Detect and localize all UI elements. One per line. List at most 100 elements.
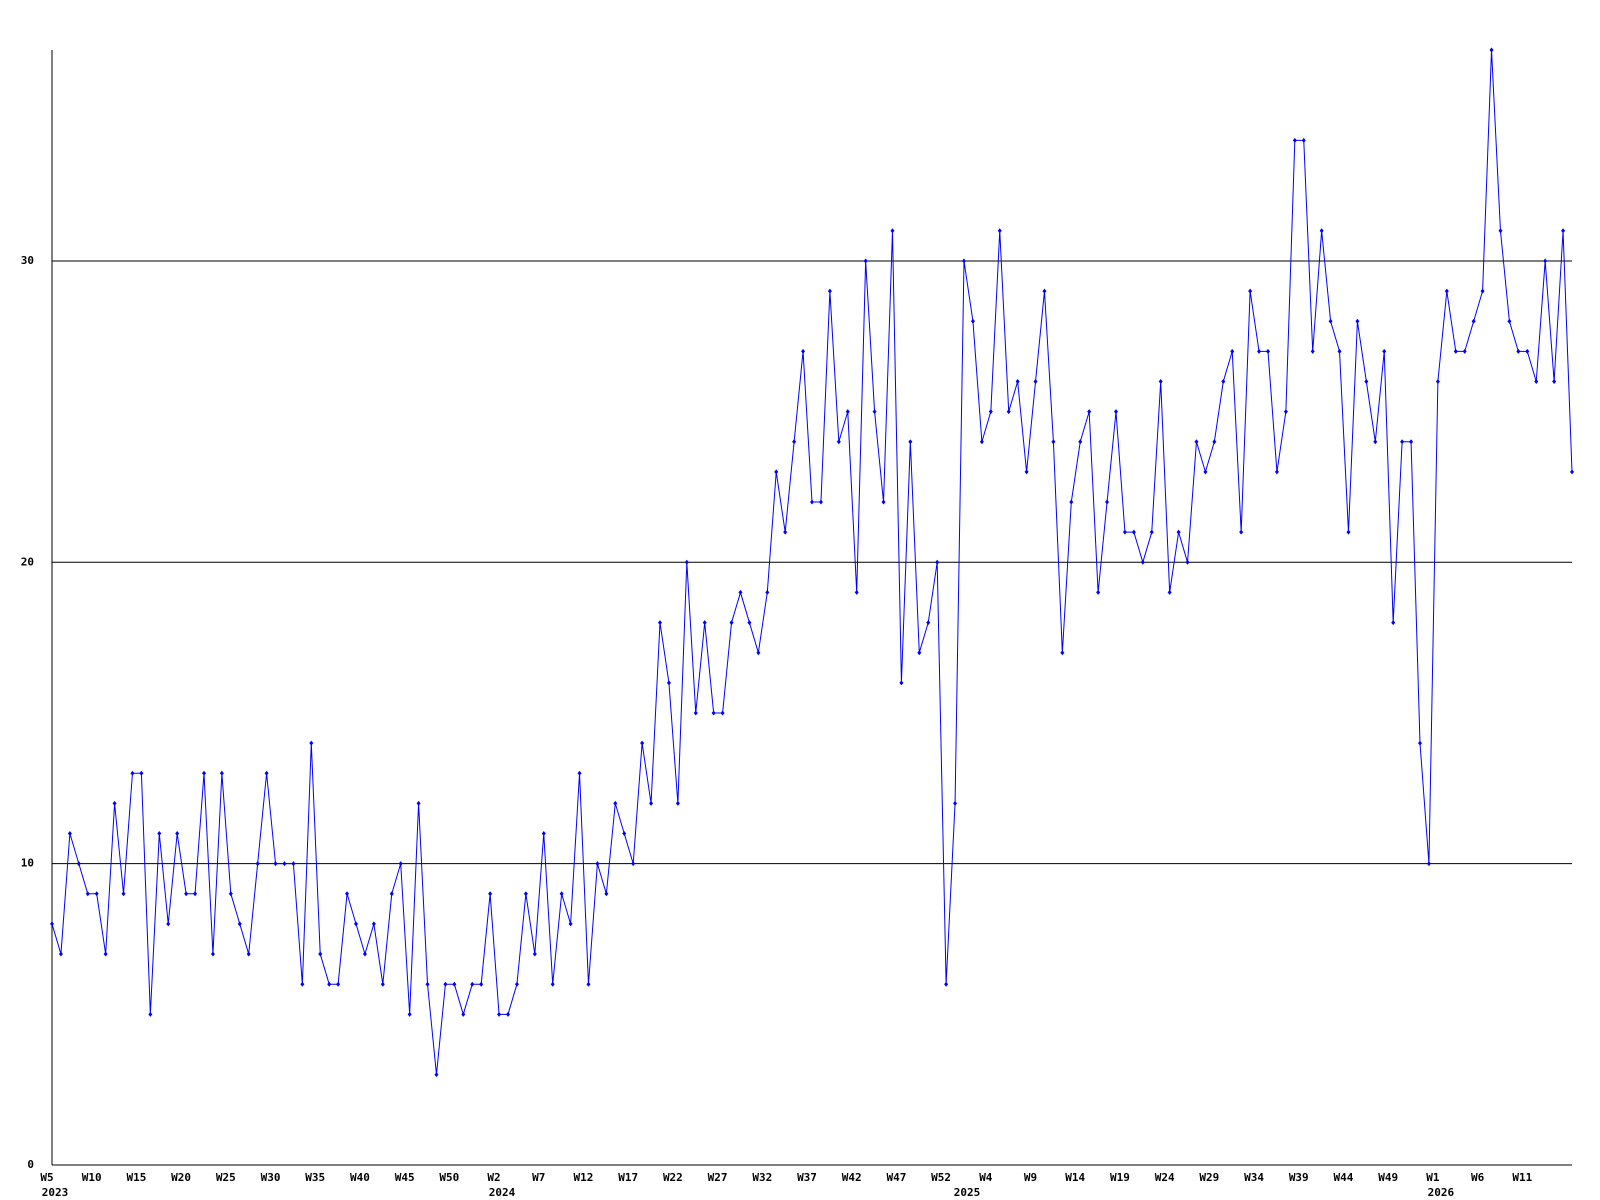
data-point [586,981,591,987]
y-tick-label: 20 [21,555,34,568]
data-point [514,981,519,987]
data-point [407,1011,412,1017]
data-point [595,861,600,867]
data-point [1346,529,1351,535]
y-tick-label: 30 [21,254,34,267]
data-point [792,439,797,445]
data-point [649,800,654,806]
data-point [130,770,135,776]
data-point [488,891,493,897]
x-tick-label: W20 [171,1171,191,1184]
data-point [1131,529,1136,535]
data-point [666,680,671,686]
x-tick-label: W27 [708,1171,728,1184]
data-point [470,981,475,987]
data-point [854,589,859,595]
data-point [568,921,573,927]
data-point [157,831,162,837]
x-tick-label: W39 [1289,1171,1309,1184]
data-point [550,981,555,987]
data-point [962,258,966,264]
x-tick-label: W42 [842,1171,862,1184]
y-tick-label: 10 [21,857,34,870]
data-point [166,921,171,927]
x-tick-label: W29 [1199,1171,1219,1184]
x-tick-label: W6 [1471,1171,1485,1184]
x-tick-label: W15 [126,1171,146,1184]
data-point [1257,348,1262,354]
data-point [1230,348,1235,354]
data-point [362,951,367,957]
data-point [1122,529,1127,535]
data-point [309,740,314,746]
data-point [827,288,832,294]
x-tick-label: W30 [261,1171,281,1184]
x-tick-label: W11 [1512,1171,1532,1184]
data-point [506,1011,510,1017]
x-group-label: 2023 [42,1186,69,1199]
data-point [1391,620,1396,626]
data-point [997,228,1002,234]
data-point [532,951,537,957]
data-point [1087,409,1092,415]
data-point [1114,409,1118,415]
data-point [1185,559,1190,565]
data-point [371,921,376,927]
data-point [765,589,770,595]
data-point [944,981,949,987]
data-point [1534,378,1539,384]
data-point [622,831,627,837]
data-point [1507,318,1512,324]
data-point [1552,378,1557,384]
data-point [1292,137,1297,143]
data-point [354,921,358,927]
data-point [1060,650,1065,656]
data-point [1373,439,1378,445]
data-point [1525,348,1530,354]
data-point [1006,409,1011,415]
data-point [1042,288,1047,294]
data-point [1024,469,1029,475]
data-point [121,891,126,897]
data-point [336,981,341,987]
data-point [434,1072,439,1078]
y-tick-label: 0 [27,1158,34,1171]
x-group-label: 2025 [954,1186,981,1199]
data-point [640,740,645,746]
data-point [953,800,958,806]
data-point [345,891,350,897]
data-point [1435,378,1440,384]
x-tick-label: W12 [574,1171,594,1184]
data-point [1096,589,1101,595]
data-point [50,921,54,927]
data-point [970,318,975,324]
x-tick-label: W2 [487,1171,500,1184]
data-point [810,499,814,505]
data-point [1319,228,1324,234]
data-point [255,861,260,867]
data-point [1248,288,1253,294]
data-point [1176,529,1181,535]
data-point [479,981,484,987]
data-point [291,861,296,867]
data-point [1149,529,1154,535]
data-point [818,499,823,505]
data-point [747,620,752,626]
data-point [1400,439,1405,445]
data-point [756,650,761,656]
data-point [237,921,242,927]
data-point [497,1011,502,1017]
data-point [711,710,716,716]
data-point [318,951,323,957]
data-point [389,891,394,897]
data-point [1105,499,1110,505]
data-point [193,891,198,897]
data-point [1355,318,1360,324]
data-point [899,680,904,686]
data-point [1498,228,1503,234]
data-point [282,861,287,867]
data-point [461,1011,466,1017]
data-point [398,861,403,867]
x-tick-label: W37 [797,1171,817,1184]
data-point [1033,378,1038,384]
